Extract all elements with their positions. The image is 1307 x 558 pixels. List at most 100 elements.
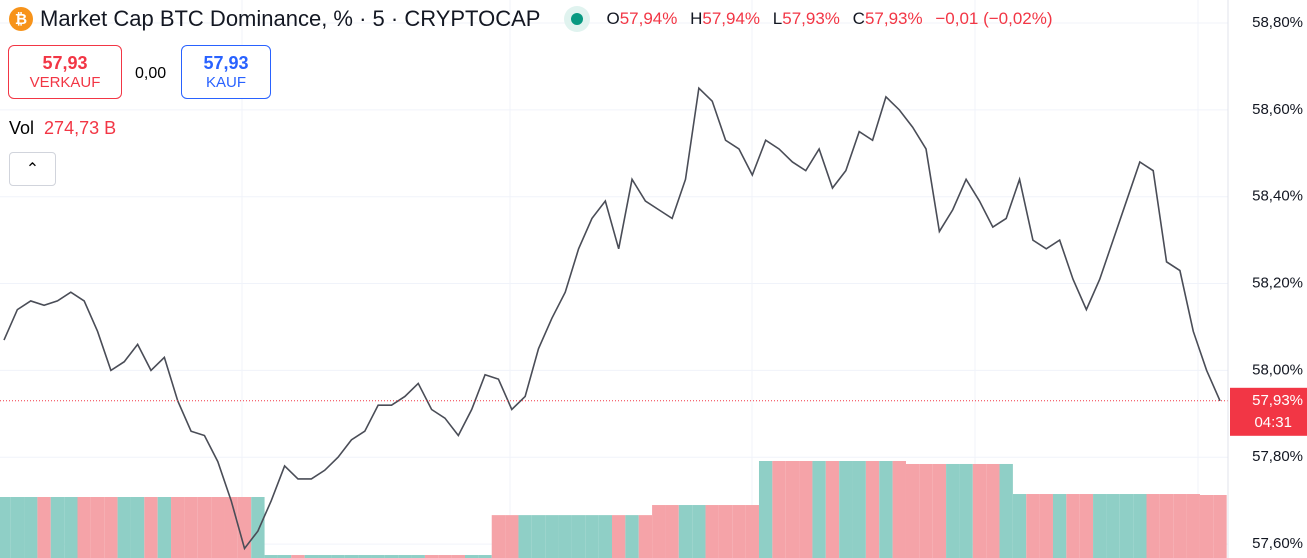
l: 57,93% [782,9,840,28]
volume-bar [758,461,773,558]
volume-bar [518,515,532,558]
h-label: H [690,9,703,28]
volume-bar [1052,494,1067,558]
volume-bar [1133,494,1147,558]
time-grid [241,0,1199,558]
last-price-box [1230,387,1307,436]
volume-bar [932,463,947,558]
svg-text:₿: ₿ [15,11,27,28]
volume-bar [946,463,960,558]
volume-bar [211,497,225,558]
volume-bar [1159,494,1174,558]
volume-bar [371,555,385,558]
volume-legend: Vol 274,73 B [9,118,116,139]
status-dot [564,6,591,32]
change: −0,01 (−0,02%) [935,9,1053,28]
volume-bar [1146,494,1160,558]
volume-bar [77,497,91,558]
buy-label: KAUF [205,74,246,91]
y-tick-label: 58,60% [1252,101,1303,118]
l-label: L [772,9,783,28]
volume-bar [625,515,639,558]
volume-bar [304,555,319,558]
volume-bar [1026,494,1040,558]
sell-button[interactable]: 57,93 VERKAUF [8,45,122,99]
volume-bar [144,497,158,558]
volume-bar [277,555,292,558]
volume-bar [705,505,719,558]
volume-bar [50,497,65,558]
volume-bar [852,461,866,558]
volume-bar [692,505,706,558]
volume-bar [491,515,506,558]
volume-bar [465,555,479,558]
o: 57,94% [619,9,678,28]
volume-bar [237,497,252,558]
volume-bar [1186,494,1200,558]
volume-bar [197,497,212,558]
volume-bar [344,555,359,558]
volume-bar [90,497,105,558]
volume-bar [64,497,78,558]
volume-bar [718,505,733,558]
buy-button[interactable]: 57,93 KAUF [181,45,271,99]
volume-bar [1173,494,1187,558]
volume-bar [251,497,265,558]
volume-bar [184,497,198,558]
volume-bar [571,515,586,558]
volume-bar [0,497,11,558]
volume-bar [264,555,278,558]
volume-bar [732,505,746,558]
collapse-button[interactable]: ⌃ [9,152,56,186]
volume-bar [612,515,626,558]
volume-bar [825,461,840,558]
volume-bar [358,555,372,558]
volume-bar [585,515,599,558]
c-label: C [852,9,865,28]
volume-bar [545,515,559,558]
volume-bar [1066,494,1080,558]
volume-bar [531,515,546,558]
volume-bar [505,515,519,558]
volume-bar [678,505,693,558]
volume-bar [999,463,1013,558]
volume-bar [785,461,800,558]
volume-bar [1039,494,1053,558]
volume-bar [331,555,345,558]
o-label: O [606,9,620,28]
volume-bar [104,497,118,558]
buy-price: 57,93 [203,53,249,73]
volume-bar [745,505,759,558]
volume-bar [1012,494,1027,558]
header: ₿ Market Cap BTC Dominance, % · 5 · CRYP… [8,4,1061,34]
volume-bar [318,555,332,558]
volume-bar [558,515,572,558]
countdown: 04:31 [1254,414,1292,431]
volume-bar [772,461,786,558]
volume-bar [865,461,880,558]
volume-bar [638,515,653,558]
volume-bar [879,461,893,558]
volume-bar [812,461,826,558]
y-tick-label: 58,80% [1252,14,1303,31]
volume-bar [839,461,853,558]
volume-bar [1093,494,1107,558]
volume-bar [665,505,679,558]
volume-bar [438,555,452,558]
volume-bar [37,497,51,558]
volume-bar [1213,495,1227,558]
volume-bar [919,463,933,558]
volume-bar [959,463,973,558]
volume-bar [1199,495,1214,558]
y-tick-label: 58,20% [1252,275,1303,292]
volume-bar [117,497,131,558]
price-line [3,86,1221,551]
title: Market Cap BTC Dominance, % · 5 · CRYPTO… [40,6,541,31]
last-price-label: 57,93% [1252,392,1303,409]
volume-bar [424,555,439,558]
y-tick-label: 57,60% [1252,535,1303,552]
volume-bar [799,461,813,558]
volume-bar [24,497,38,558]
sell-price: 57,93 [42,53,88,73]
